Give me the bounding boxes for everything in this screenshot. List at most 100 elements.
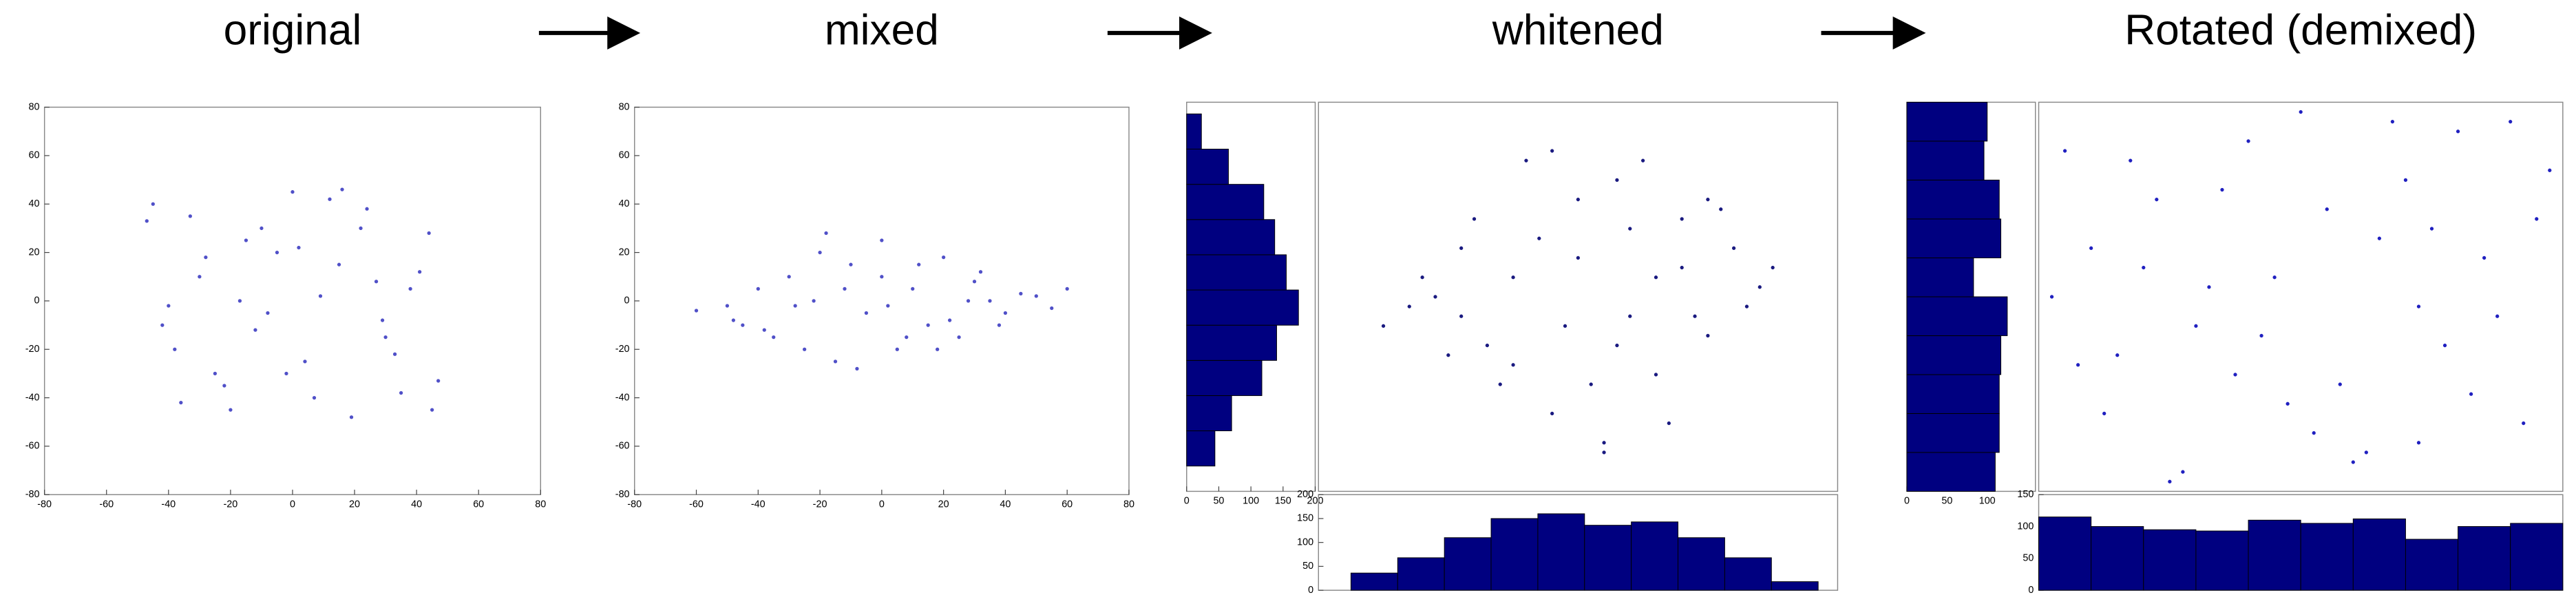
point [917, 262, 921, 267]
point [436, 379, 441, 383]
point [1731, 246, 1736, 250]
point [399, 390, 403, 395]
panel-title: Rotated (demixed) [2124, 6, 2477, 54]
x-tick-label: -40 [161, 499, 176, 510]
x-tick-label: -60 [99, 499, 114, 510]
point [266, 311, 270, 315]
x-tick-label: -80 [37, 499, 52, 510]
x-tick-label: -40 [751, 499, 766, 510]
histogram-bar [2248, 519, 2301, 591]
point [947, 318, 952, 322]
point [145, 219, 149, 223]
point [2535, 217, 2539, 221]
point [179, 400, 183, 405]
point [1498, 382, 1502, 386]
point [1050, 306, 1054, 311]
point [1602, 450, 1606, 455]
histogram-bar [1906, 374, 2000, 414]
point [359, 226, 363, 231]
histogram-bar [1678, 537, 1725, 591]
y-tick-label: 20 [619, 247, 630, 258]
point [2102, 411, 2107, 416]
point [2220, 187, 2224, 192]
point [2338, 382, 2342, 386]
x-tick-label: -20 [813, 499, 827, 510]
point [1719, 207, 1723, 211]
x-tick-label: 0 [1904, 496, 1910, 507]
y-tick-label: 0 [1308, 585, 1313, 596]
point [966, 299, 971, 303]
y-tick-label: 50 [2023, 553, 2034, 564]
point [2194, 324, 2198, 328]
point [2509, 120, 2513, 124]
point [1640, 158, 1645, 163]
x-tick-label: 0 [1184, 496, 1190, 507]
point [1744, 304, 1749, 309]
histogram-bar [1771, 581, 1819, 591]
point [2299, 110, 2303, 114]
point [1589, 382, 1593, 386]
point [303, 359, 307, 364]
histogram-bar [1906, 413, 2000, 453]
histogram-bar [1350, 572, 1398, 591]
histogram-bar [1186, 254, 1287, 291]
point [756, 286, 760, 291]
x-tick-label: 0 [879, 499, 885, 510]
histogram-bar [1906, 296, 2008, 336]
histogram-bar [1186, 219, 1276, 256]
point [244, 238, 249, 242]
point [222, 384, 226, 388]
point [365, 207, 369, 211]
histogram-bar [1186, 289, 1299, 326]
histogram-bar [1537, 513, 1585, 591]
point [1576, 198, 1580, 202]
y-tick-label: 20 [28, 247, 39, 258]
point [188, 214, 192, 218]
point [1628, 227, 1632, 231]
point [198, 275, 202, 279]
x-tick-label: 150 [1275, 496, 1291, 507]
point [383, 335, 388, 340]
y-tick-label: 60 [28, 150, 39, 161]
histogram-bar [1186, 395, 1232, 432]
plot-frame [2038, 101, 2564, 492]
point [772, 335, 776, 340]
point [173, 347, 177, 351]
x-tick-label: 80 [1123, 499, 1134, 510]
point [2416, 304, 2421, 309]
point [1771, 265, 1775, 270]
point [1511, 363, 1515, 367]
point [2312, 431, 2316, 435]
x-tick-label: 50 [1213, 496, 1224, 507]
point [2181, 470, 2185, 474]
panel-title: original [224, 6, 362, 54]
point [895, 347, 899, 351]
y-tick-label: -80 [25, 489, 40, 500]
point [374, 280, 379, 284]
point [1459, 314, 1464, 318]
point [1628, 314, 1632, 318]
histogram-bar [1186, 113, 1202, 149]
point [2325, 207, 2329, 211]
point [408, 286, 412, 291]
point [855, 366, 859, 371]
point [802, 347, 807, 351]
point [1433, 295, 1437, 299]
y-tick-label: 40 [28, 198, 39, 209]
y-tick-label: -40 [25, 392, 40, 403]
histogram-bar [2405, 539, 2459, 591]
point [160, 323, 165, 327]
point [1472, 217, 1477, 221]
point [1602, 441, 1606, 445]
point [1654, 373, 1658, 377]
histogram-bar [1906, 101, 1988, 142]
point [1615, 343, 1619, 348]
point [1420, 275, 1424, 280]
point [762, 328, 766, 332]
histogram-bar [1906, 140, 1985, 180]
x-tick-label: 40 [411, 499, 422, 510]
y-tick-label: -60 [25, 441, 40, 452]
point [787, 275, 791, 279]
histogram-bar [2300, 523, 2354, 591]
y-tick-label: 0 [34, 295, 39, 306]
